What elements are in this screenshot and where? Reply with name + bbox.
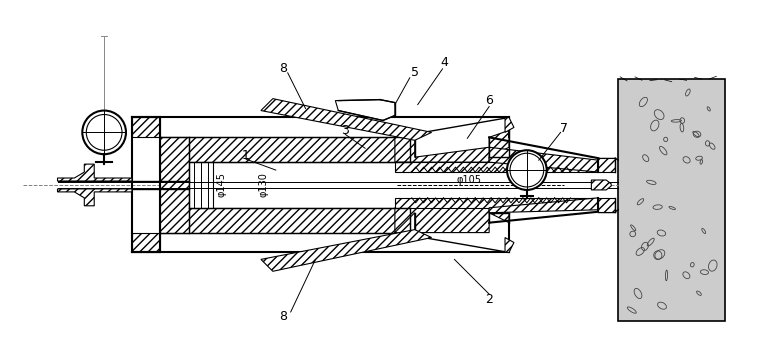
Text: 2: 2 xyxy=(485,293,493,306)
Polygon shape xyxy=(261,230,432,271)
Polygon shape xyxy=(591,180,611,190)
Polygon shape xyxy=(395,198,598,208)
Text: 8: 8 xyxy=(279,62,287,75)
Polygon shape xyxy=(335,100,395,121)
Text: 5: 5 xyxy=(410,66,419,79)
Polygon shape xyxy=(160,137,410,162)
Polygon shape xyxy=(58,164,132,181)
Polygon shape xyxy=(160,208,410,233)
Text: φ105: φ105 xyxy=(457,175,482,185)
Text: 8: 8 xyxy=(279,310,287,323)
Polygon shape xyxy=(395,162,598,172)
Polygon shape xyxy=(489,198,598,213)
Polygon shape xyxy=(395,208,509,233)
Polygon shape xyxy=(489,147,598,172)
Polygon shape xyxy=(598,158,615,172)
Text: φ145: φ145 xyxy=(217,172,226,198)
Text: 7: 7 xyxy=(559,122,568,135)
Polygon shape xyxy=(505,238,514,252)
Circle shape xyxy=(82,111,126,154)
Text: 4: 4 xyxy=(441,57,448,69)
Polygon shape xyxy=(618,79,725,321)
Polygon shape xyxy=(395,172,598,198)
Text: 1: 1 xyxy=(242,149,250,162)
Polygon shape xyxy=(395,130,509,162)
Polygon shape xyxy=(132,233,160,252)
Polygon shape xyxy=(132,117,160,137)
Text: 3: 3 xyxy=(341,124,349,137)
Circle shape xyxy=(507,150,546,190)
Text: 6: 6 xyxy=(485,94,493,107)
Polygon shape xyxy=(598,198,615,212)
Polygon shape xyxy=(189,162,410,208)
Text: φ130: φ130 xyxy=(259,172,269,197)
Polygon shape xyxy=(189,162,214,208)
Polygon shape xyxy=(261,99,432,140)
Polygon shape xyxy=(505,117,514,132)
Polygon shape xyxy=(160,137,189,233)
Polygon shape xyxy=(58,189,132,206)
